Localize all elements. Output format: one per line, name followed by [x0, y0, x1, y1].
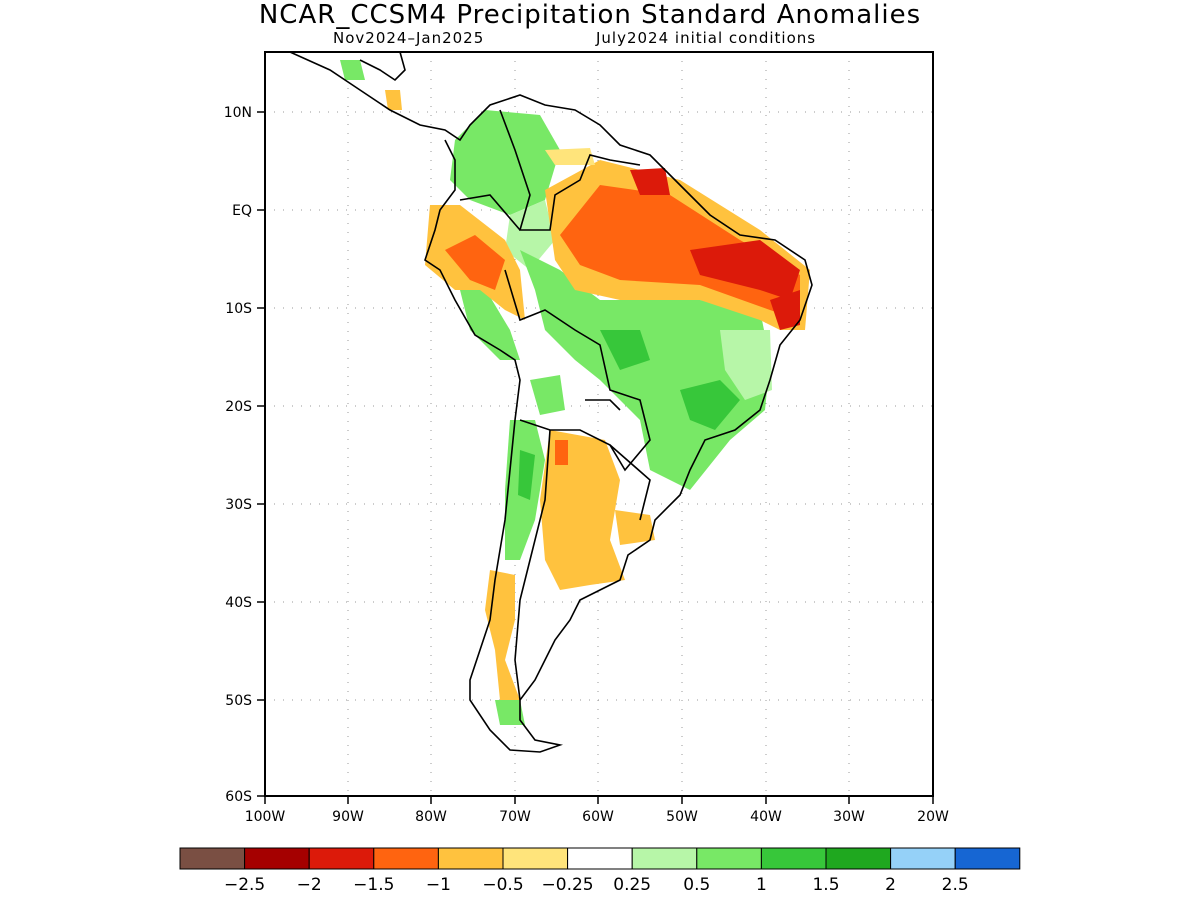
negative-anomaly-region	[615, 510, 655, 545]
legend-label: −2.5	[224, 875, 265, 895]
negative-anomaly-region	[385, 90, 402, 110]
positive-anomaly-region	[495, 700, 525, 725]
negative-anomaly-region	[485, 570, 520, 700]
legend-swatch	[825, 847, 892, 870]
legend-swatch	[696, 847, 762, 870]
y-tick-label: 60S	[225, 789, 252, 805]
negative-anomaly-region	[545, 148, 595, 165]
negative-anomaly-region	[540, 430, 625, 590]
positive-anomaly-region	[450, 110, 560, 215]
x-tick-label: 60W	[582, 809, 614, 825]
map-title: NCAR_CCSM4 Precipitation Standard Anomal…	[258, 0, 922, 30]
legend-label: 1.5	[812, 875, 839, 895]
tick-marks	[257, 111, 934, 804]
legend-label: 0.25	[613, 875, 651, 895]
legend-label: 2	[885, 875, 896, 895]
y-tick-label: 50S	[225, 693, 252, 709]
x-tick-label: 30W	[833, 809, 865, 825]
positive-anomaly-region	[518, 450, 535, 500]
positive-anomaly-region	[340, 60, 365, 80]
y-tick-label: 10S	[225, 301, 252, 317]
x-tick-labels: 100W 90W 80W 70W 60W 50W 40W 30W 20W	[245, 809, 949, 825]
legend-swatch	[437, 847, 504, 870]
legend-swatch	[373, 847, 439, 870]
legend-swatch	[179, 847, 246, 870]
legend-swatch	[502, 847, 569, 870]
y-tick-label: 30S	[225, 497, 252, 513]
x-tick-label: 50W	[666, 809, 698, 825]
legend-label: 2.5	[942, 875, 969, 895]
legend-label: −2	[297, 875, 322, 895]
y-tick-label: EQ	[232, 203, 252, 219]
legend-label: 0.5	[683, 875, 710, 895]
legend-swatch	[308, 847, 375, 870]
positive-anomaly-region	[505, 200, 555, 270]
legend-swatch	[631, 847, 698, 870]
x-tick-label: 80W	[415, 809, 447, 825]
negative-anomaly-region	[445, 235, 505, 290]
negative-anomaly-region	[770, 290, 800, 330]
x-tick-label: 40W	[750, 809, 782, 825]
legend-swatch	[954, 847, 1021, 870]
y-tick-label: 40S	[225, 595, 252, 611]
initial-conditions: July2024 initial conditions	[596, 29, 817, 47]
x-tick-label: 70W	[499, 809, 531, 825]
legend-label: −1	[426, 875, 451, 895]
legend-swatch	[760, 847, 827, 870]
forecast-period: Nov2024–Jan2025	[333, 29, 485, 47]
x-tick-label: 20W	[917, 809, 949, 825]
legend-swatch	[567, 847, 633, 870]
legend-label: −0.25	[542, 875, 594, 895]
positive-anomaly-region	[600, 330, 650, 370]
y-tick-labels: 10N EQ 10S 20S 30S 40S 50S 60S	[224, 105, 252, 805]
legend-swatch	[890, 847, 956, 870]
color-legend: −2.5 −2 −1.5 −1 −0.5 −0.25 0.25 0.5 1 1.5 2 2.5	[179, 847, 1021, 895]
negative-anomaly-region	[555, 440, 568, 465]
x-tick-label: 90W	[332, 809, 364, 825]
y-tick-label: 20S	[225, 399, 252, 415]
positive-anomaly-region	[530, 375, 565, 415]
anomaly-shading	[340, 60, 810, 725]
negative-anomaly-region	[690, 240, 800, 300]
positive-anomaly-region	[460, 280, 520, 360]
positive-anomaly-region	[680, 380, 740, 430]
coastlines	[289, 52, 813, 753]
legend-label: 1	[756, 875, 767, 895]
x-tick-label: 100W	[245, 809, 286, 825]
positive-anomaly-region	[720, 330, 772, 400]
legend-swatch	[244, 847, 310, 870]
negative-anomaly-region	[630, 168, 670, 195]
legend-label: −0.5	[482, 875, 523, 895]
y-tick-label: 10N	[224, 105, 252, 121]
positive-anomaly-region	[520, 250, 770, 490]
plot-frame	[264, 51, 934, 797]
legend-label: −1.5	[353, 875, 394, 895]
negative-anomaly-region	[560, 185, 800, 320]
